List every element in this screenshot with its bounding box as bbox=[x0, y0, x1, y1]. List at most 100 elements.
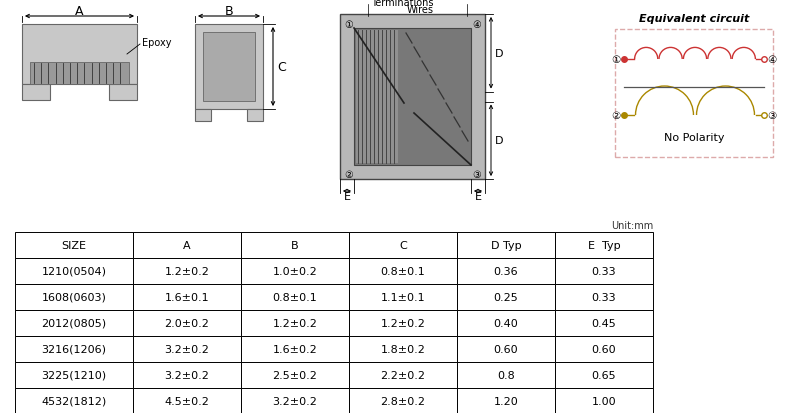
Text: 2.8±0.2: 2.8±0.2 bbox=[381, 396, 426, 406]
Text: 1.2±0.2: 1.2±0.2 bbox=[165, 266, 209, 276]
Text: 1.6±0.1: 1.6±0.1 bbox=[165, 292, 209, 302]
Text: 3.2±0.2: 3.2±0.2 bbox=[273, 396, 317, 406]
Bar bbox=[555, 362, 653, 388]
Text: 1.2±0.2: 1.2±0.2 bbox=[381, 318, 425, 328]
Text: Terminations: Terminations bbox=[371, 0, 434, 8]
Text: 3225(1210): 3225(1210) bbox=[41, 370, 106, 380]
Bar bbox=[15, 233, 133, 259]
Bar bbox=[133, 233, 241, 259]
Bar bbox=[203, 33, 255, 102]
Text: A: A bbox=[75, 5, 84, 17]
Text: 1608(0603): 1608(0603) bbox=[41, 292, 106, 302]
Text: 2.5±0.2: 2.5±0.2 bbox=[273, 370, 317, 380]
Text: 0.33: 0.33 bbox=[592, 292, 616, 302]
Bar bbox=[457, 388, 555, 413]
Bar bbox=[22, 85, 50, 101]
Text: ②: ② bbox=[344, 170, 353, 180]
Bar bbox=[241, 233, 349, 259]
Text: 1.1±0.1: 1.1±0.1 bbox=[381, 292, 425, 302]
Text: C: C bbox=[399, 240, 407, 250]
Bar bbox=[555, 284, 653, 310]
Bar bbox=[457, 284, 555, 310]
Text: B: B bbox=[291, 240, 299, 250]
Text: C: C bbox=[277, 61, 285, 74]
Text: ④: ④ bbox=[768, 55, 776, 65]
Bar bbox=[15, 362, 133, 388]
Bar bbox=[555, 388, 653, 413]
Bar bbox=[133, 388, 241, 413]
Text: 0.25: 0.25 bbox=[493, 292, 519, 302]
Text: ③: ③ bbox=[768, 111, 776, 121]
Text: 0.8: 0.8 bbox=[497, 370, 515, 380]
Bar bbox=[457, 259, 555, 284]
Bar bbox=[241, 310, 349, 336]
Text: 3.2±0.2: 3.2±0.2 bbox=[165, 370, 209, 380]
Text: D: D bbox=[495, 136, 504, 146]
Bar bbox=[195, 110, 211, 122]
Text: ③: ③ bbox=[473, 170, 481, 180]
Bar bbox=[241, 362, 349, 388]
Text: No Polarity: No Polarity bbox=[664, 133, 724, 142]
Bar bbox=[15, 259, 133, 284]
Text: 0.65: 0.65 bbox=[592, 370, 616, 380]
Bar bbox=[356, 31, 398, 164]
Text: 4532(1812): 4532(1812) bbox=[41, 396, 106, 406]
Text: 3.2±0.2: 3.2±0.2 bbox=[165, 344, 209, 354]
Text: 0.40: 0.40 bbox=[493, 318, 519, 328]
Text: E  Typ: E Typ bbox=[588, 240, 620, 250]
Bar bbox=[22, 25, 137, 85]
Text: E: E bbox=[343, 192, 351, 202]
Bar bbox=[615, 30, 773, 158]
Bar bbox=[247, 110, 263, 122]
Bar bbox=[555, 233, 653, 259]
Bar bbox=[241, 259, 349, 284]
Bar bbox=[349, 362, 457, 388]
Text: Unit:mm: Unit:mm bbox=[611, 221, 653, 230]
Bar bbox=[457, 336, 555, 362]
Text: 0.60: 0.60 bbox=[592, 344, 616, 354]
Bar bbox=[133, 336, 241, 362]
Text: 0.45: 0.45 bbox=[592, 318, 616, 328]
Text: 1.8±0.2: 1.8±0.2 bbox=[381, 344, 425, 354]
Bar bbox=[349, 233, 457, 259]
Bar bbox=[555, 310, 653, 336]
Bar bbox=[457, 310, 555, 336]
Text: 1.6±0.2: 1.6±0.2 bbox=[273, 344, 317, 354]
Bar bbox=[349, 388, 457, 413]
Text: Equivalent circuit: Equivalent circuit bbox=[639, 14, 749, 24]
Text: 0.60: 0.60 bbox=[494, 344, 519, 354]
Text: 3216(1206): 3216(1206) bbox=[41, 344, 106, 354]
Text: ①: ① bbox=[611, 55, 621, 65]
Text: 1.0±0.2: 1.0±0.2 bbox=[273, 266, 317, 276]
Bar bbox=[241, 388, 349, 413]
Bar bbox=[354, 29, 471, 166]
Bar bbox=[15, 310, 133, 336]
Text: Wires: Wires bbox=[407, 5, 434, 15]
Bar bbox=[30, 63, 129, 85]
Text: 1.2±0.2: 1.2±0.2 bbox=[273, 318, 317, 328]
Bar bbox=[457, 362, 555, 388]
Text: ①: ① bbox=[344, 20, 353, 30]
Bar bbox=[15, 388, 133, 413]
Text: 2.0±0.2: 2.0±0.2 bbox=[165, 318, 209, 328]
Text: 2012(0805): 2012(0805) bbox=[41, 318, 106, 328]
Text: 1.20: 1.20 bbox=[493, 396, 519, 406]
Text: 0.8±0.1: 0.8±0.1 bbox=[381, 266, 425, 276]
Bar bbox=[241, 336, 349, 362]
Text: D Typ: D Typ bbox=[491, 240, 521, 250]
Bar bbox=[349, 336, 457, 362]
Text: 0.36: 0.36 bbox=[494, 266, 519, 276]
Bar bbox=[195, 25, 263, 110]
Text: ④: ④ bbox=[473, 20, 481, 30]
Text: B: B bbox=[224, 5, 233, 17]
Text: E: E bbox=[474, 192, 481, 202]
Bar bbox=[109, 85, 137, 101]
Bar bbox=[133, 310, 241, 336]
Bar bbox=[15, 284, 133, 310]
Text: SIZE: SIZE bbox=[62, 240, 86, 250]
Text: D: D bbox=[495, 49, 504, 59]
Bar bbox=[555, 259, 653, 284]
Bar bbox=[349, 259, 457, 284]
Text: Epoxy: Epoxy bbox=[142, 38, 171, 48]
Bar bbox=[340, 15, 485, 180]
